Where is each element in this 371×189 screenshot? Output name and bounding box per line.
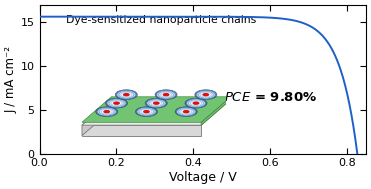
Y-axis label: J / mA cm⁻²: J / mA cm⁻² xyxy=(5,46,18,113)
Text: Dye-sensitized nanoparticle chains: Dye-sensitized nanoparticle chains xyxy=(66,15,256,25)
X-axis label: Voltage / V: Voltage / V xyxy=(169,171,237,184)
Text: $\mathit{PCE}$ = 9.80%: $\mathit{PCE}$ = 9.80% xyxy=(224,91,317,104)
